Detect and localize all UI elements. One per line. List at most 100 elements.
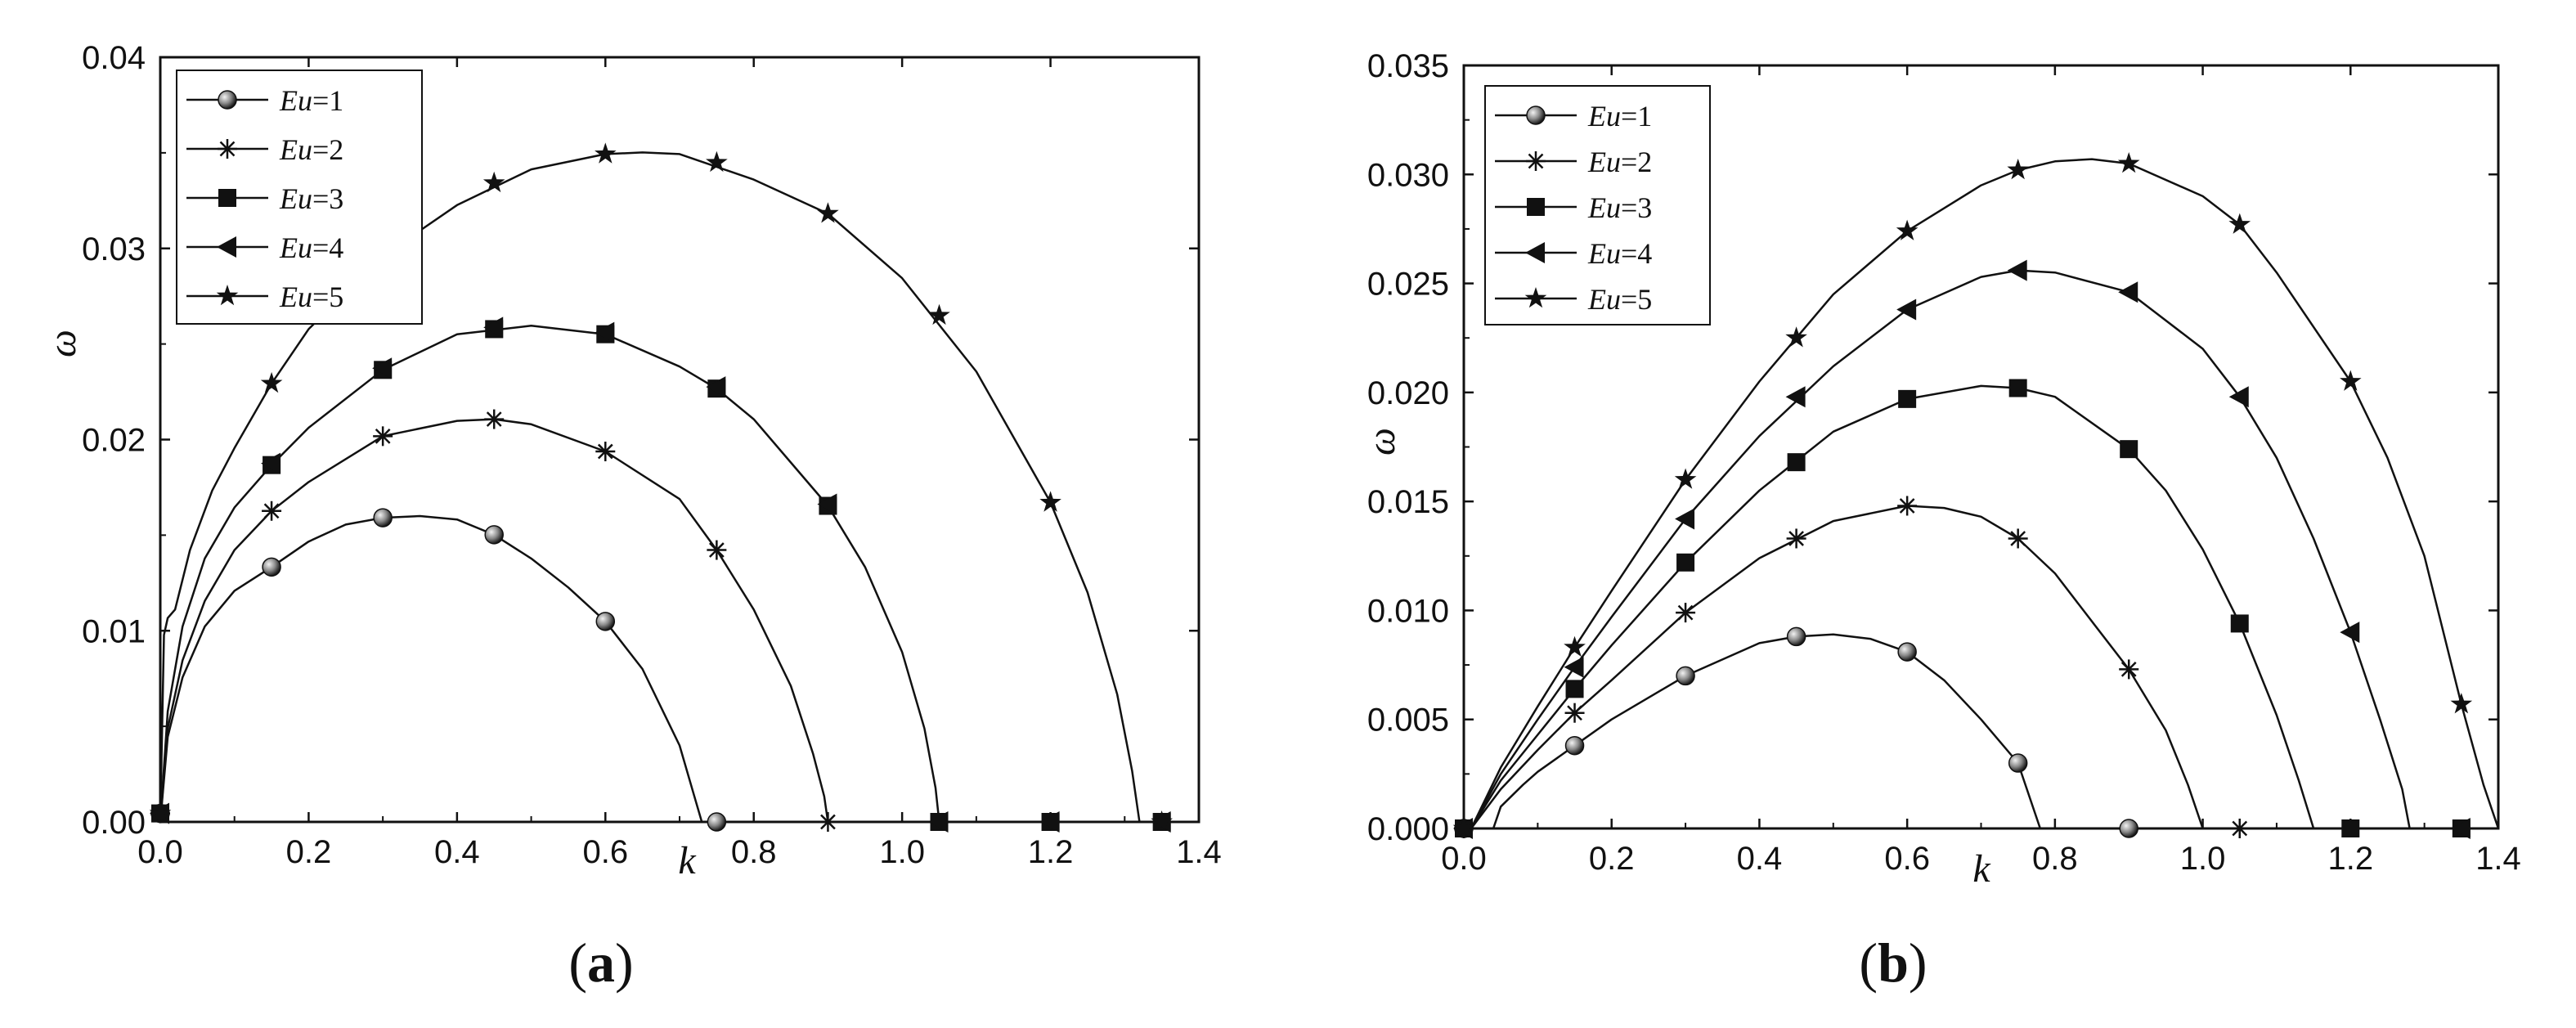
y-tick-label: 0.04: [82, 40, 146, 76]
legend-marker: [1524, 287, 1547, 308]
x-tick-label: 1.4: [1176, 834, 1222, 870]
x-tick-label: 0.6: [1884, 841, 1930, 877]
data-point: [1787, 453, 1806, 472]
series-markers-1: [1454, 626, 2138, 838]
series-curve-0: [159, 514, 703, 823]
data-point: [1675, 508, 1695, 530]
data-point: [2341, 819, 2360, 837]
legend-box: [1484, 85, 1711, 325]
data-point: [1564, 656, 1584, 678]
data-point: [2117, 152, 2140, 173]
data-point: [1897, 642, 1917, 662]
data-point: [2340, 622, 2360, 644]
data-point: [1151, 810, 1173, 832]
data-point: [1896, 219, 1919, 240]
data-point: [928, 303, 950, 325]
data-point: [1039, 811, 1060, 833]
marker-stroke: [708, 542, 725, 558]
marker-stroke: [2120, 662, 2137, 677]
data-point: [2008, 528, 2028, 549]
data-point: [2228, 386, 2249, 408]
data-point: [817, 202, 839, 223]
y-tick-label: 0.025: [1367, 267, 1449, 303]
x-tick-label: 0.2: [1589, 841, 1635, 877]
legend-marker: [1526, 151, 1546, 171]
x-axis: 0.0 0.2 0.4 0.6 0.8 1.0 1.2 1.4: [1441, 65, 2521, 877]
data-point: [1898, 389, 1917, 408]
x-tick-label: 1.0: [2180, 841, 2226, 877]
data-point: [595, 612, 616, 631]
marker-stroke: [1788, 531, 1804, 546]
data-point: [1785, 326, 1807, 348]
data-point: [1039, 491, 1061, 512]
series-markers-3: [151, 320, 1171, 831]
x-tick-label: 0.4: [434, 834, 480, 870]
data-point: [1897, 496, 1918, 516]
data-point: [373, 508, 393, 527]
legend-label: Eu=3: [279, 182, 343, 215]
y-tick-label: 0.030: [1367, 157, 1449, 193]
data-point: [262, 557, 281, 577]
legend-marker: [217, 236, 236, 258]
panel-b-chart: 0.0 0.2 0.4 0.6 0.8 1.0 1.2 1.40.0000.0050.0100…: [1360, 48, 2521, 994]
panel-label: (a): [568, 931, 633, 994]
legend: Eu=1 Eu=2 Eu=3 Eu=4 Eu=5: [176, 70, 423, 325]
data-point: [260, 371, 283, 393]
data-point: [1565, 680, 1584, 698]
y-tick-label: 0.000: [1367, 811, 1449, 847]
y-tick-label: 0.010: [1367, 593, 1449, 629]
series-markers-4: [1453, 259, 2471, 839]
data-point: [2229, 819, 2250, 838]
data-point: [706, 150, 728, 173]
panel-label: (b): [1859, 931, 1927, 994]
data-point: [2230, 614, 2249, 633]
series-curve-3: [159, 151, 1141, 823]
legend-marker: [218, 90, 237, 110]
series-curve-3: [1470, 269, 2411, 829]
marker-stroke: [263, 503, 280, 519]
legend-label: Eu=4: [1587, 237, 1652, 270]
data-point: [149, 801, 172, 823]
data-point: [2007, 259, 2027, 281]
x-axis-title: k: [1972, 847, 1991, 891]
marker-stroke: [486, 411, 502, 427]
data-point: [1674, 468, 1697, 489]
marker-stroke: [219, 141, 236, 157]
data-point: [2120, 440, 2138, 459]
legend-marker: [1525, 242, 1545, 263]
data-point: [2340, 370, 2362, 391]
y-tick-label: 0.005: [1367, 703, 1449, 738]
legend: Eu=1 Eu=2 Eu=3 Eu=4 Eu=5: [1484, 85, 1711, 325]
series-curve-0: [1492, 633, 2041, 829]
y-tick-label: 0.03: [82, 231, 146, 267]
x-tick-label: 0.8: [2032, 841, 2078, 877]
y-axis-title: ω: [41, 330, 84, 357]
legend-marker: [1526, 105, 1546, 125]
data-point: [1896, 299, 1917, 321]
y-tick-label: 0.020: [1367, 375, 1449, 411]
data-point: [595, 442, 616, 462]
series-markers-5: [1452, 152, 2473, 838]
series-curve-4: [1470, 158, 2500, 829]
marker-stroke: [1899, 498, 1915, 514]
x-axis: 0.0 0.2 0.4 0.6 0.8 1.0 1.2 1.4: [137, 57, 1222, 870]
series-markers-2: [150, 409, 838, 832]
marker-stroke: [1677, 604, 1694, 621]
y-tick-label: 0.015: [1367, 484, 1449, 520]
data-point: [2118, 281, 2138, 303]
data-point: [817, 493, 837, 515]
data-point: [483, 316, 504, 339]
data-point: [261, 452, 281, 474]
legend-label: Eu=5: [1587, 283, 1652, 316]
legend-label: Eu=5: [279, 281, 343, 313]
x-tick-label: 0.6: [582, 834, 628, 870]
data-point: [1786, 528, 1806, 549]
series-curve-1: [159, 418, 829, 823]
x-tick-label: 1.0: [879, 834, 925, 870]
data-point: [2450, 693, 2473, 714]
legend-label: Eu=2: [1587, 146, 1652, 178]
data-point: [482, 171, 505, 193]
data-point: [2119, 659, 2139, 680]
data-point: [1564, 635, 1586, 658]
